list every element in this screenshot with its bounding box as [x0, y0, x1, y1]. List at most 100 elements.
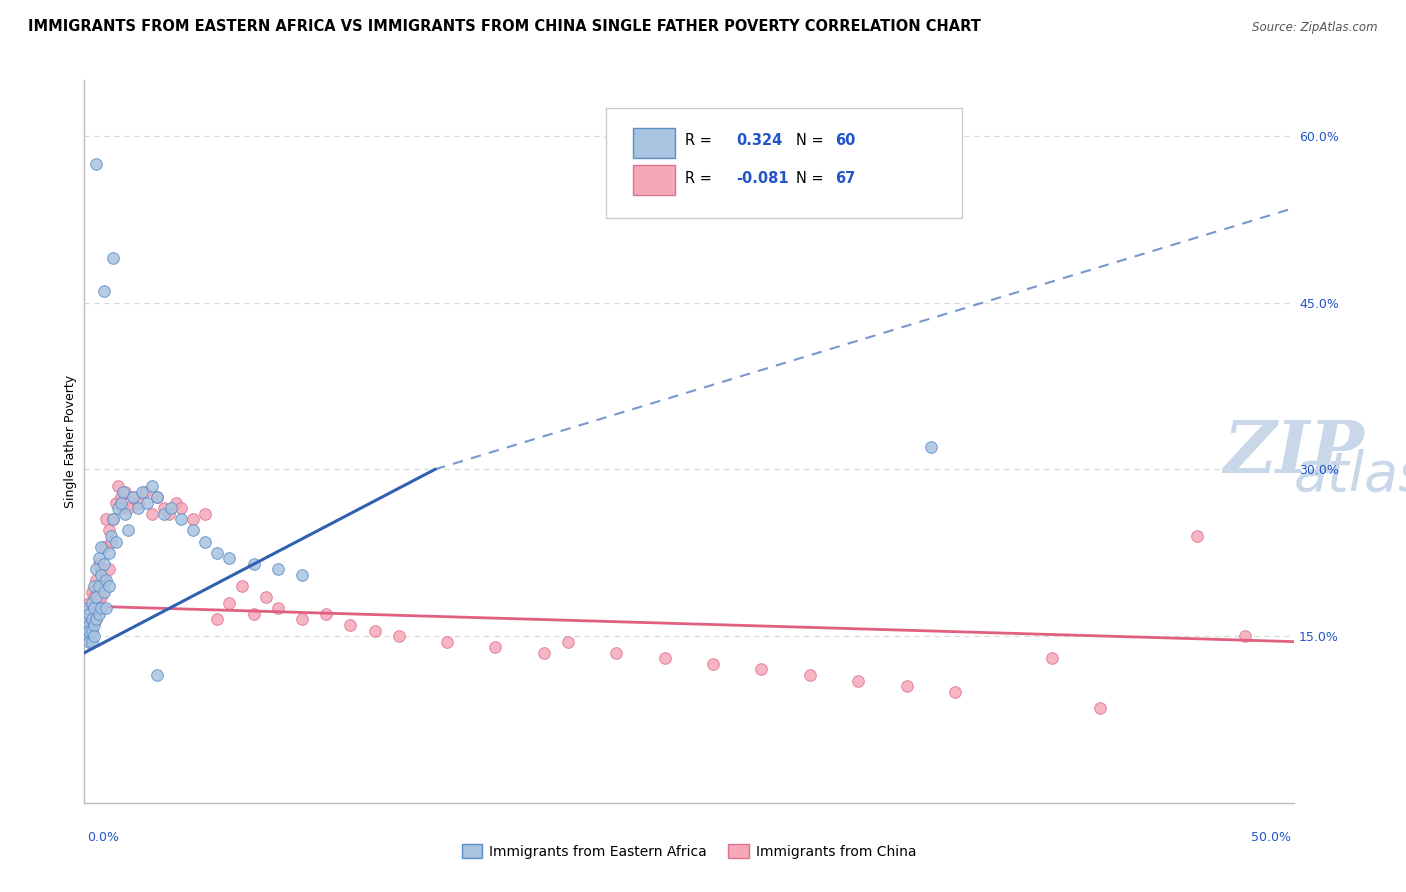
Point	[194, 534, 217, 549]
Point	[920, 440, 942, 454]
Point	[86, 590, 108, 604]
Point	[87, 579, 110, 593]
Point	[87, 551, 110, 566]
Point	[1040, 651, 1063, 665]
Point	[90, 540, 112, 554]
Point	[86, 156, 108, 170]
Text: 60: 60	[835, 134, 855, 148]
Point	[87, 590, 110, 604]
Point	[97, 579, 120, 593]
Point	[77, 618, 100, 632]
Point	[77, 596, 100, 610]
Text: 0.0%: 0.0%	[87, 831, 120, 844]
Point	[218, 596, 240, 610]
Text: IMMIGRANTS FROM EASTERN AFRICA VS IMMIGRANTS FROM CHINA SINGLE FATHER POVERTY CO: IMMIGRANTS FROM EASTERN AFRICA VS IMMIGR…	[28, 20, 981, 34]
Point	[291, 612, 314, 626]
Point	[339, 618, 361, 632]
Point	[86, 612, 108, 626]
Point	[83, 590, 105, 604]
Point	[112, 484, 135, 499]
Point	[557, 634, 579, 648]
Point	[170, 512, 193, 526]
Text: atlas: atlas	[1294, 449, 1406, 501]
Point	[80, 596, 103, 610]
Point	[141, 479, 163, 493]
Point	[80, 624, 103, 638]
Point	[86, 612, 108, 626]
Point	[436, 634, 458, 648]
Point	[242, 557, 264, 571]
Point	[1088, 701, 1111, 715]
Point	[153, 507, 176, 521]
Point	[97, 524, 120, 538]
Legend: Immigrants from Eastern Africa, Immigrants from China: Immigrants from Eastern Africa, Immigran…	[456, 838, 922, 864]
Point	[86, 574, 108, 588]
Point	[77, 624, 100, 638]
Point	[799, 668, 821, 682]
Point	[77, 629, 100, 643]
Point	[103, 251, 125, 265]
Point	[194, 507, 217, 521]
Point	[254, 590, 277, 604]
Point	[76, 618, 98, 632]
Point	[103, 512, 125, 526]
Point	[114, 507, 136, 521]
Point	[100, 534, 122, 549]
Y-axis label: Single Father Poverty: Single Father Poverty	[65, 375, 77, 508]
Point	[87, 607, 110, 621]
Point	[83, 618, 105, 632]
Point	[160, 501, 183, 516]
Point	[90, 590, 112, 604]
Text: 50.0%: 50.0%	[1251, 831, 1291, 844]
Point	[83, 629, 105, 643]
Point	[86, 596, 108, 610]
Point	[80, 612, 103, 626]
Point	[77, 634, 100, 648]
Point	[93, 285, 115, 299]
Point	[112, 501, 135, 516]
Point	[267, 601, 290, 615]
Point	[291, 568, 314, 582]
Point	[110, 490, 132, 504]
Point	[846, 673, 869, 688]
Point	[80, 601, 103, 615]
Point	[104, 534, 127, 549]
Point	[605, 646, 627, 660]
Point	[181, 524, 204, 538]
Point	[87, 557, 110, 571]
Point	[315, 607, 337, 621]
Point	[94, 601, 117, 615]
Point	[1234, 629, 1257, 643]
Point	[83, 612, 105, 626]
Point	[93, 574, 115, 588]
Text: -0.081: -0.081	[737, 171, 789, 186]
Text: N =: N =	[796, 134, 824, 148]
Point	[943, 684, 966, 698]
Point	[90, 568, 112, 582]
Point	[86, 562, 108, 576]
Point	[80, 618, 103, 632]
Point	[97, 546, 120, 560]
Point	[97, 562, 120, 576]
Point	[207, 546, 229, 560]
Point	[76, 601, 98, 615]
Point	[242, 607, 264, 621]
Point	[93, 584, 115, 599]
Text: 0.324: 0.324	[737, 134, 783, 148]
Point	[76, 624, 98, 638]
Point	[146, 490, 169, 504]
Point	[702, 657, 724, 671]
Point	[83, 579, 105, 593]
Point	[134, 484, 156, 499]
Point	[121, 490, 143, 504]
Point	[94, 512, 117, 526]
Point	[83, 601, 105, 615]
Point	[77, 607, 100, 621]
Point	[1185, 529, 1208, 543]
Text: ZIP: ZIP	[1223, 417, 1364, 488]
Point	[165, 496, 187, 510]
Point	[76, 612, 98, 626]
Point	[93, 540, 115, 554]
Point	[654, 651, 676, 665]
Point	[114, 484, 136, 499]
